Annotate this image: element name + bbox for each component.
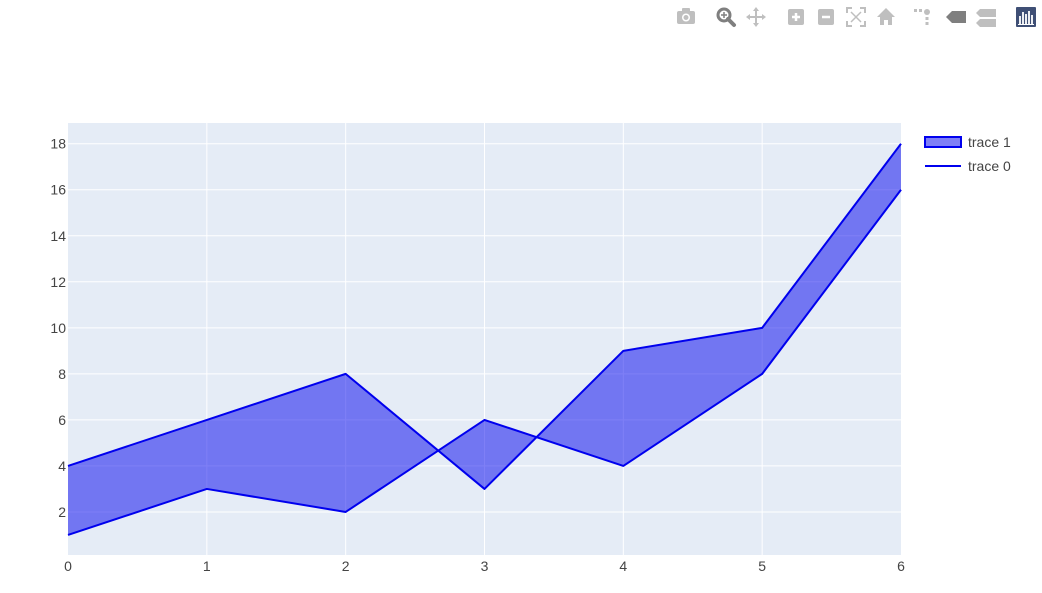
y-tick-label: 16 [50, 182, 66, 198]
legend: trace 1 trace 0 [924, 134, 1011, 174]
pan-icon[interactable] [746, 7, 766, 27]
area-fills [68, 143, 901, 535]
legend-item[interactable]: trace 1 [924, 134, 1011, 150]
hover-compare-icon[interactable] [976, 9, 996, 27]
x-tick-label: 0 [64, 558, 72, 574]
legend-swatch-fill [924, 136, 962, 148]
spike-lines-icon[interactable] [914, 9, 930, 25]
y-tick-label: 12 [50, 274, 66, 290]
y-tick-label: 18 [50, 136, 66, 152]
y-tick-label: 6 [58, 412, 66, 428]
x-tick-label: 4 [619, 558, 627, 574]
plotly-logo-icon[interactable] [1016, 7, 1036, 27]
x-tick-label: 3 [481, 558, 489, 574]
autoscale-icon[interactable] [846, 7, 866, 27]
y-tick-label: 8 [58, 366, 66, 382]
area-fill-trace-1[interactable] [68, 143, 901, 535]
x-tick-label: 1 [203, 558, 211, 574]
modebar [677, 7, 1036, 27]
camera-icon[interactable] [677, 8, 695, 24]
y-tick-label: 10 [50, 320, 66, 336]
x-tick-label: 5 [758, 558, 766, 574]
zoom-out-icon[interactable] [818, 9, 834, 25]
home-icon[interactable] [877, 8, 895, 25]
series-lines [67, 143, 902, 536]
x-tick-label: 6 [897, 558, 905, 574]
legend-label: trace 1 [968, 134, 1011, 150]
x-axis-ticks: 0 1 2 3 4 5 6 [64, 558, 905, 574]
series-line-trace-0[interactable] [67, 189, 902, 536]
series-line-trace-1[interactable] [67, 143, 902, 490]
legend-item[interactable]: trace 0 [925, 158, 1011, 174]
x-tick-label: 2 [342, 558, 350, 574]
hover-closest-icon[interactable] [946, 11, 966, 23]
y-axis-ticks: 2 4 6 8 10 12 14 16 18 [50, 136, 66, 520]
y-tick-label: 2 [58, 504, 66, 520]
zoom-icon[interactable] [716, 7, 736, 27]
zoom-in-icon[interactable] [788, 9, 804, 25]
legend-label: trace 0 [968, 158, 1011, 174]
y-tick-label: 4 [58, 458, 66, 474]
y-tick-label: 14 [50, 228, 66, 244]
